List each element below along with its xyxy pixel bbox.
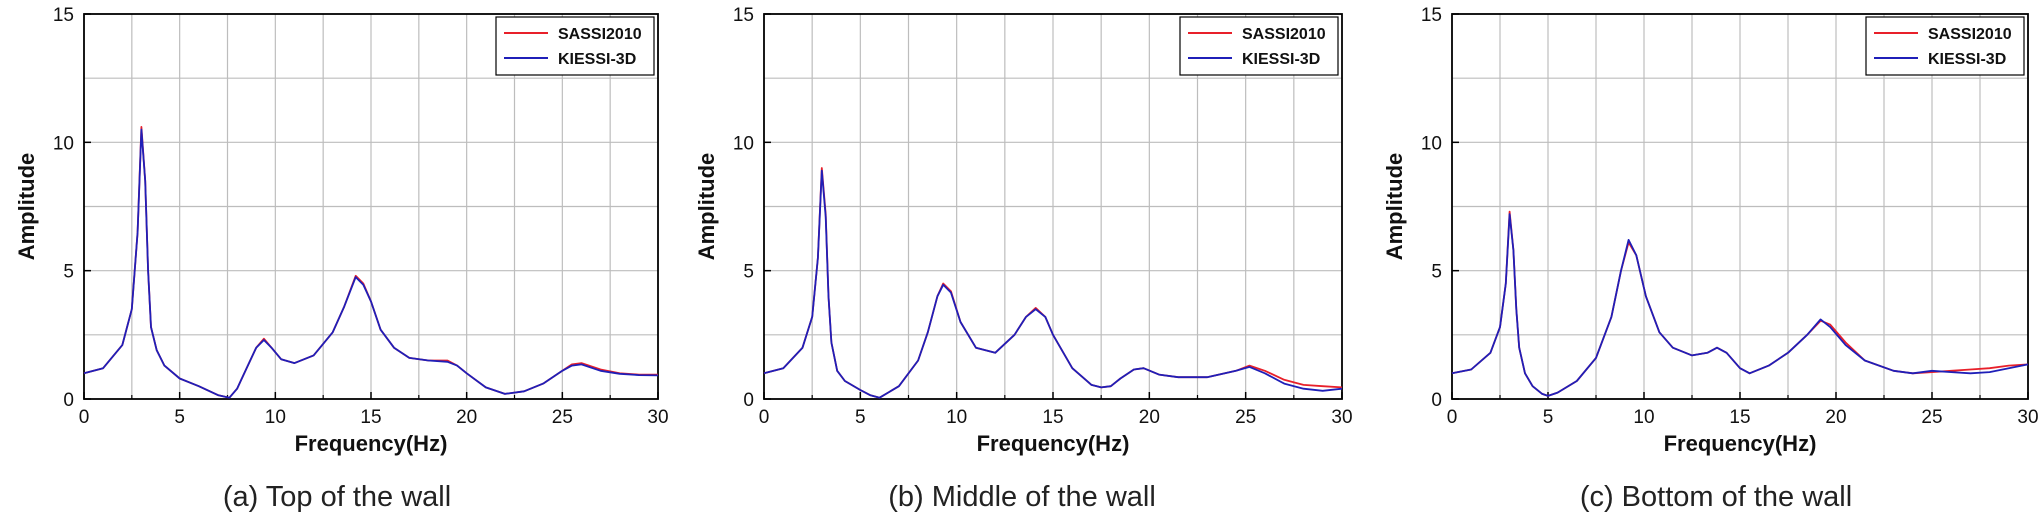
series-line-kiessi-3d (763, 169, 1343, 399)
chart-top-of-wall: 0 5 10 15 20 25 30 0 5 10 15 Frequency(Hz) Amplitude… (14, 5, 669, 456)
x-axis-label: Frequency(Hz) (295, 431, 448, 456)
x-tick-label: 30 (1331, 407, 1352, 428)
y-tick-label: 5 (1431, 262, 1442, 283)
y-tick-label: 15 (1421, 5, 1442, 26)
legend-box (1179, 16, 1339, 76)
x-tick-label: 30 (647, 407, 668, 428)
y-tick-label: 0 (1431, 390, 1442, 411)
y-tick-label: 0 (63, 390, 74, 411)
x-tick-label: 0 (1447, 407, 1458, 428)
y-tick-label: 15 (53, 5, 74, 26)
y-axis-label: Amplitude (694, 153, 719, 261)
x-tick-label: 25 (1235, 407, 1256, 428)
chart-middle-of-wall: 0 5 10 15 20 25 30 0 5 10 15 Frequency(Hz) Amplitude… (694, 5, 1353, 456)
y-tick-label: 10 (53, 133, 74, 154)
x-tick-label: 25 (1921, 407, 1942, 428)
x-axis-label: Frequency(Hz) (977, 431, 1130, 456)
series-line-kiessi-3d (1451, 213, 2029, 397)
x-tick-label: 20 (456, 407, 477, 428)
x-tick-label: 0 (79, 407, 90, 428)
x-tick-label: 5 (1543, 407, 1554, 428)
y-tick-label: 10 (1421, 133, 1442, 154)
y-tick-label: 0 (743, 390, 754, 411)
y-tick-label: 5 (743, 262, 754, 283)
legend-box (1865, 16, 2025, 76)
x-tick-label: 20 (1825, 407, 1846, 428)
y-axis-label: Amplitude (1382, 153, 1407, 261)
y-tick-label: 5 (63, 262, 74, 283)
y-tick-label: 10 (733, 133, 754, 154)
x-tick-label: 5 (855, 407, 866, 428)
legend-box (495, 16, 655, 76)
x-tick-label: 15 (360, 407, 381, 428)
legend-label: KIESSI-3D (1242, 51, 1320, 68)
x-tick-label: 30 (2017, 407, 2038, 428)
caption-top-of-wall: (a) Top of the wall (222, 481, 452, 513)
legend-label: SASSI2010 (558, 26, 642, 43)
x-tick-label: 20 (1139, 407, 1160, 428)
caption-middle-of-wall: (b) Middle of the wall (888, 481, 1156, 513)
x-tick-label: 10 (1633, 407, 1654, 428)
legend-label: SASSI2010 (1242, 26, 1326, 43)
x-tick-label: 15 (1729, 407, 1750, 428)
caption-bottom-of-wall: (c) Bottom of the wall (1579, 481, 1853, 513)
y-axis-label: Amplitude (14, 153, 39, 261)
x-tick-label: 25 (552, 407, 573, 428)
x-tick-label: 5 (174, 407, 185, 428)
chart-bottom-of-wall: 0 5 10 15 20 25 30 0 5 10 15 Frequency(Hz) Amplitude… (1382, 5, 2039, 456)
series-line-kiessi-3d (83, 128, 659, 399)
x-tick-label: 10 (265, 407, 286, 428)
legend-label: KIESSI-3D (558, 51, 636, 68)
x-tick-label: 15 (1042, 407, 1063, 428)
legend-label: KIESSI-3D (1928, 51, 2006, 68)
x-tick-label: 0 (759, 407, 770, 428)
legend-label: SASSI2010 (1928, 26, 2012, 43)
x-tick-label: 10 (946, 407, 967, 428)
x-axis-label: Frequency(Hz) (1664, 431, 1817, 456)
y-tick-label: 15 (733, 5, 754, 26)
